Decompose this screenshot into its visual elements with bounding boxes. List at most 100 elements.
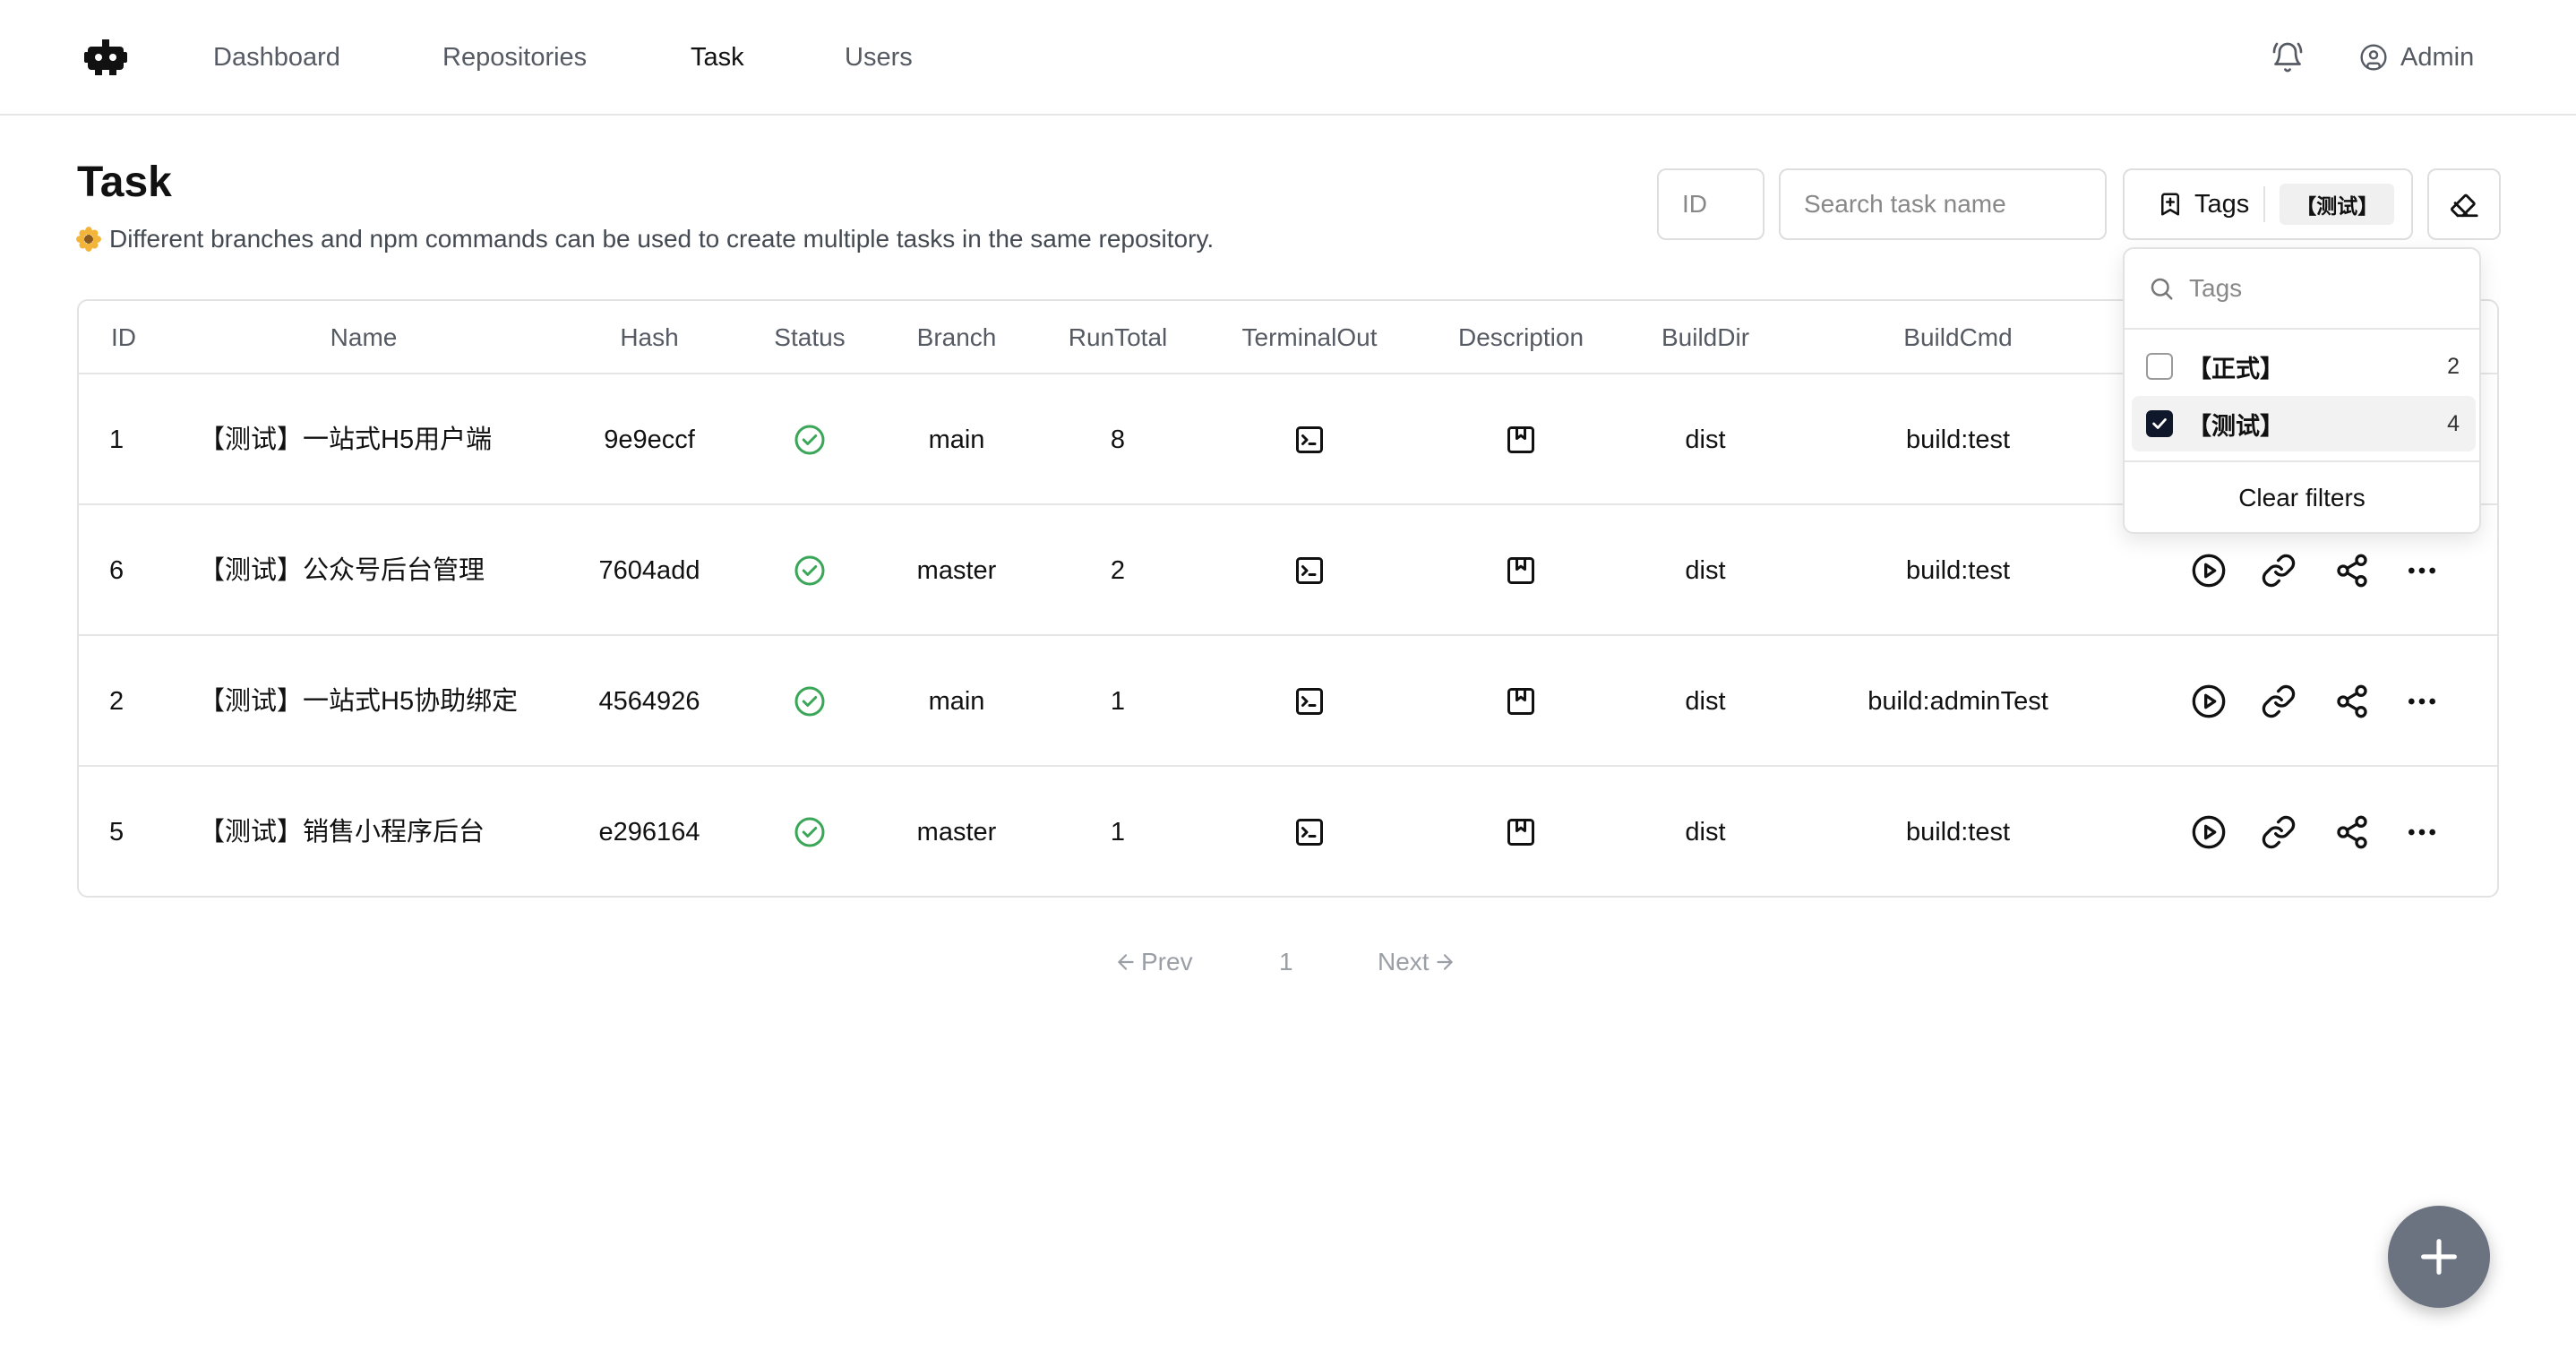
share-icon[interactable] [2334,814,2370,850]
task-build-cmd: build:test [1905,425,2011,454]
page-title: Task [77,159,172,206]
nav-dashboard[interactable]: Dashboard [213,43,340,72]
task-name: 【测试】一站式H5协助绑定 [199,687,519,716]
task-build-dir: dist [1685,818,1726,847]
column-header-id: ID [111,323,136,351]
tag-option-checkbox[interactable] [2146,410,2173,437]
task-name-search-input[interactable]: Search task name [1779,168,2107,240]
table-row[interactable]: 6 【测试】公众号后台管理 7604add master 2 dist build:test [79,505,2497,636]
status-success-icon [794,685,826,718]
task-run-total: 1 [1110,818,1126,847]
tag-option-formal[interactable]: 【正式】 2 [2132,339,2476,394]
tag-option-label: 【测试】 [2187,412,2284,440]
task-run-total: 1 [1110,687,1126,716]
task-name: 【测试】一站式H5用户端 [199,425,493,454]
table-row[interactable]: 1 【测试】一站式H5用户端 9e9eccf main 8 dist build:test [79,374,2497,505]
tag-option-count: 2 [2447,353,2460,379]
nav-repositories[interactable]: Repositories [442,43,588,72]
search-icon [2151,278,2173,300]
checkmark-icon [2152,418,2167,429]
clear-filters-button[interactable]: Clear filters [2238,484,2366,511]
terminal-icon[interactable] [1293,816,1326,848]
table-row[interactable]: 2 【测试】一站式H5协助绑定 4564926 main 1 dist build:admi… [79,636,2497,767]
nav-users[interactable]: Users [845,43,913,72]
user-name: Admin [2400,42,2475,72]
link-icon[interactable] [2261,553,2297,589]
run-task-icon[interactable] [2191,814,2227,850]
tags-separator [2263,186,2266,222]
task-run-total: 2 [1110,556,1126,585]
terminal-icon[interactable] [1293,424,1326,456]
task-branch: main [928,425,985,454]
task-hash: 9e9eccf [604,425,695,454]
table-header: ID Name Hash Status Branch RunTotal Term… [79,301,2497,374]
description-icon[interactable] [1505,685,1537,718]
task-build-dir: dist [1685,556,1726,585]
column-header-status: Status [774,323,846,351]
page-number-current[interactable]: 1 [1279,946,1293,978]
id-filter-input[interactable]: ID [1657,168,1765,240]
tag-option-label: 【正式】 [2187,355,2284,382]
user-menu[interactable]: Admin [2359,41,2474,73]
robot-logo-icon[interactable] [82,38,129,77]
next-page-button[interactable]: Next [1378,946,1456,978]
reset-filters-button[interactable] [2427,168,2501,240]
task-table: ID Name Hash Status Branch RunTotal Term… [77,299,2499,898]
arrow-right-icon [1436,954,1453,970]
run-task-icon[interactable] [2191,683,2227,719]
task-build-cmd: build:test [1905,818,2011,847]
eraser-icon [2451,193,2478,218]
task-branch: master [916,818,997,847]
task-id: 6 [109,556,125,585]
tags-filter-label: Tags [2194,189,2250,219]
share-icon[interactable] [2334,683,2370,719]
column-header-hash: Hash [620,323,679,351]
tag-option-test[interactable]: 【测试】 4 [2132,396,2476,451]
column-header-runtotal: RunTotal [1068,323,1168,351]
column-header-buildcmd: BuildCmd [1903,323,2013,351]
task-build-dir: dist [1685,425,1726,454]
run-task-icon[interactable] [2191,553,2227,589]
table-row[interactable]: 5 【测试】销售小程序后台 e296164 master 1 dist build:test [79,767,2497,896]
link-icon[interactable] [2261,683,2297,719]
add-task-button[interactable] [2388,1206,2490,1308]
tags-dropdown-search[interactable]: Tags [2125,249,2479,330]
more-actions-icon[interactable] [2404,814,2440,850]
task-name: 【测试】销售小程序后台 [199,818,485,847]
tags-filter-button[interactable]: Tags 【测试】 [2123,168,2413,240]
description-icon[interactable] [1505,816,1537,848]
link-icon[interactable] [2261,814,2297,850]
terminal-icon[interactable] [1293,554,1326,587]
terminal-icon[interactable] [1293,685,1326,718]
task-id: 2 [109,687,125,716]
column-header-builddir: BuildDir [1661,323,1750,351]
tag-option-checkbox[interactable] [2146,353,2173,380]
status-success-icon [794,816,826,848]
task-run-total: 8 [1110,425,1126,454]
task-build-cmd: build:adminTest [1868,687,2048,716]
user-circle-icon [2360,44,2387,71]
prev-page-button[interactable]: Prev [1114,946,1193,978]
description-icon[interactable] [1505,554,1537,587]
description-icon[interactable] [1505,424,1537,456]
task-hash: 7604add [598,556,700,585]
selected-tag-chip: 【测试】 [2280,184,2395,225]
bookmark-plus-icon [2161,193,2179,216]
prev-page-label: Prev [1141,948,1193,976]
column-header-branch: Branch [916,323,997,351]
bell-icon[interactable] [2271,41,2304,73]
task-build-cmd: build:test [1905,556,2011,585]
task-id: 5 [109,818,125,847]
top-navigation-bar: Dashboard Repositories Task Users Admin [0,0,2576,116]
next-page-label: Next [1378,948,1430,976]
nav-task[interactable]: Task [691,43,744,72]
task-hash: e296164 [598,818,700,847]
plus-icon [2421,1239,2457,1275]
tags-dropdown: Tags 【正式】 2 【测试】 4 Clear filters [2123,247,2481,534]
task-branch: main [928,687,985,716]
share-icon[interactable] [2334,553,2370,589]
more-actions-icon[interactable] [2404,553,2440,589]
page-number-label: 1 [1279,948,1293,976]
page-description-text: Different branches and npm commands can … [109,225,1215,253]
more-actions-icon[interactable] [2404,683,2440,719]
